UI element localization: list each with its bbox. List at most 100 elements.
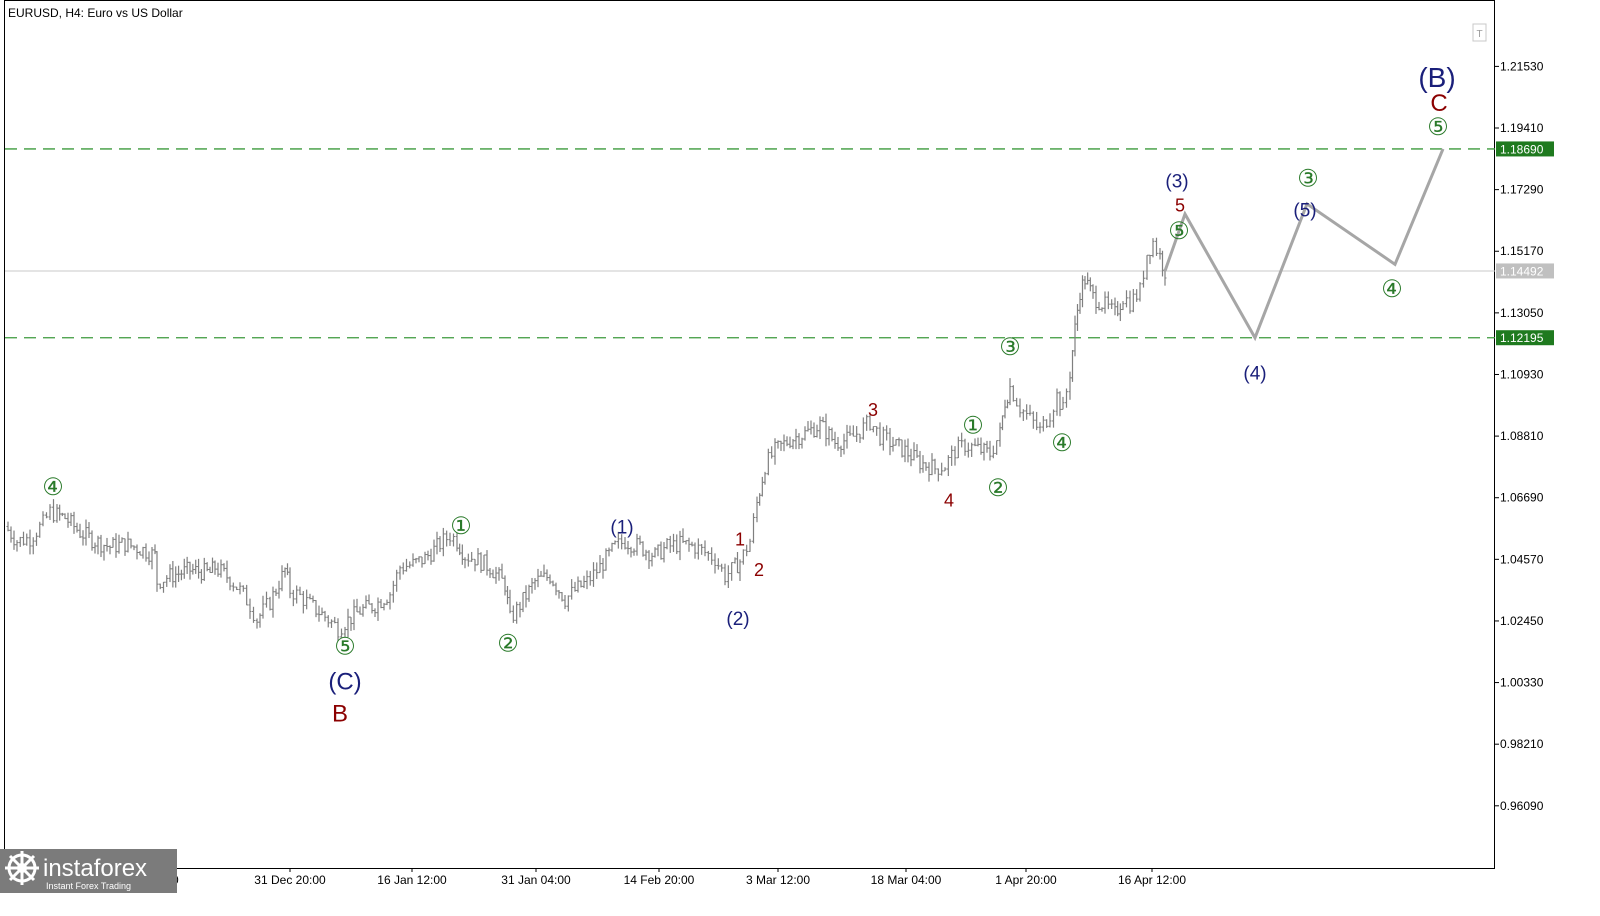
price-bar: [973, 438, 977, 447]
price-bar: [1091, 284, 1095, 299]
price-bar: [105, 537, 109, 552]
price-bar: [871, 426, 875, 433]
price-bar: [370, 603, 374, 614]
price-bar: [610, 542, 614, 552]
price-bar: [1015, 397, 1019, 407]
price-bar: [191, 563, 195, 575]
price-bar: [135, 544, 139, 560]
chart-shift-button-frame[interactable]: [1472, 23, 1487, 42]
price-bar: [288, 567, 292, 599]
price-bar: [815, 424, 819, 438]
price-bar: [868, 414, 872, 431]
chart-title: EURUSD, H4: Euro vs US Dollar: [8, 6, 183, 20]
price-bar: [280, 565, 284, 592]
level-badge-text: 1.12195: [1500, 331, 1544, 345]
wave-label: ①: [962, 413, 984, 440]
price-bar: [530, 577, 534, 594]
price-bar: [352, 599, 356, 631]
price-bar: [576, 576, 580, 593]
price-bar: [779, 440, 783, 451]
price-bar: [466, 553, 470, 567]
price-bar: [950, 445, 954, 466]
price-bar: [518, 601, 522, 618]
price-bar: [800, 437, 804, 449]
price-bar: [171, 560, 175, 588]
wave-label: (4): [1243, 363, 1266, 384]
price-bar: [500, 563, 504, 579]
price-bar: [641, 541, 645, 557]
wave-label: ②: [987, 475, 1009, 502]
wave-label: (2): [726, 609, 749, 630]
price-bar: [858, 433, 862, 444]
price-bar: [647, 550, 651, 569]
price-bar: [582, 575, 586, 589]
price-bar: [1103, 291, 1107, 314]
price-bar: [423, 551, 427, 565]
x-tick-label: 18 Mar 04:00: [871, 873, 942, 887]
price-bar: [635, 533, 639, 556]
price-bar: [723, 563, 727, 586]
price-bar: [185, 556, 189, 574]
price-bar: [960, 432, 964, 448]
price-bar: [268, 596, 272, 611]
price-bar: [1097, 301, 1101, 311]
price-bar: [358, 606, 362, 615]
wave-label: 1: [735, 530, 745, 550]
x-tick-label: 14 Feb 20:00: [624, 873, 695, 887]
price-bar: [93, 542, 97, 554]
instaforex-logo[interactable]: instaforex Instant Forex Trading: [0, 849, 177, 893]
wave-label: (5): [1293, 201, 1316, 222]
price-bar: [179, 569, 183, 581]
price-bar: [388, 592, 392, 610]
price-bar: [675, 534, 679, 555]
price-bar: [865, 414, 869, 431]
price-bar: [656, 544, 660, 557]
y-tick-label: 1.19410: [1500, 121, 1544, 135]
price-bar: [168, 564, 172, 583]
chart-shift-button[interactable]: T: [1472, 23, 1487, 42]
price-bar: [248, 598, 252, 619]
price-bar: [665, 538, 669, 550]
price-bar: [818, 416, 822, 440]
price-bar: [429, 548, 433, 565]
price-bar: [305, 589, 309, 610]
price-bar: [598, 555, 602, 574]
price-bar: [776, 440, 780, 449]
price-bar: [494, 566, 498, 584]
wave-label: ⑤: [1168, 218, 1190, 245]
price-bar: [295, 585, 299, 604]
price-bar: [126, 531, 130, 553]
price-bar: [620, 534, 624, 550]
current-price-badge-text: 1.14492: [1500, 264, 1544, 278]
price-bar: [470, 551, 474, 562]
price-bar: [668, 535, 672, 553]
price-bar: [878, 422, 882, 447]
price-bar: [72, 511, 76, 534]
price-bar: [623, 537, 627, 550]
price-bar: [681, 528, 685, 544]
price-bar: [875, 426, 879, 436]
price-bar: [1031, 411, 1035, 429]
y-tick-label: 0.96090: [1500, 799, 1544, 813]
price-bar: [745, 544, 749, 557]
price-bar: [265, 591, 268, 608]
price-bar: [570, 579, 574, 600]
price-bar: [515, 601, 519, 624]
price-bar: [87, 522, 91, 539]
x-tick-label: 31 Jan 04:00: [501, 873, 571, 887]
wave-label: ⑤: [1427, 114, 1449, 141]
logo-gear-icon: [5, 851, 39, 885]
price-bar: [222, 563, 226, 572]
price-bar: [690, 541, 694, 547]
forecast-path-group: [1163, 148, 1445, 342]
price-bar: [476, 548, 480, 566]
price-bar: [943, 467, 947, 472]
price-bar: [1135, 289, 1139, 302]
wave-label: ⑤: [334, 634, 356, 661]
price-bar: [238, 582, 242, 595]
chart-plot-frame: [4, 0, 1495, 869]
chart-shift-button-label[interactable]: T: [1476, 29, 1482, 40]
price-bar: [638, 535, 642, 545]
